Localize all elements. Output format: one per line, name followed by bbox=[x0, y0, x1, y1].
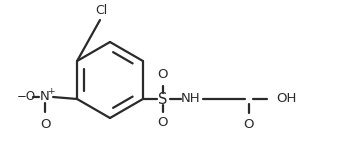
Text: O: O bbox=[40, 117, 50, 131]
Text: O: O bbox=[158, 68, 168, 81]
Text: NH: NH bbox=[181, 93, 201, 105]
Text: N: N bbox=[40, 90, 50, 103]
Text: S: S bbox=[158, 92, 167, 107]
Text: O: O bbox=[158, 117, 168, 129]
Text: O: O bbox=[244, 117, 254, 131]
Text: −O: −O bbox=[16, 90, 36, 103]
Text: +: + bbox=[47, 88, 55, 97]
Text: OH: OH bbox=[276, 93, 296, 105]
Text: Cl: Cl bbox=[95, 5, 107, 17]
